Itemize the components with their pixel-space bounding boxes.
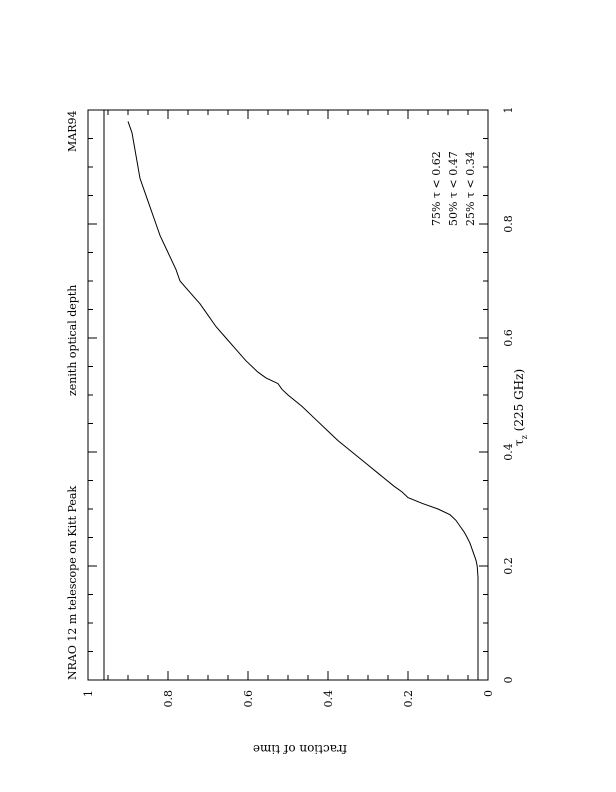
annotations: 75% τ < 0.62 50% τ < 0.47 25% τ < 0.34 [430,151,477,226]
y-tick-label: 1 [82,690,95,697]
y-tick-label: 0.6 [242,690,255,708]
x-tick-label: 0.8 [502,215,515,233]
y-tick-label: 0.4 [322,690,335,708]
axis-ticks [87,109,489,681]
annotation-text: 50% τ < 0.47 [447,151,460,226]
y-tick-label: 0.8 [162,690,175,708]
x-axis-label-rest: (225 GHz) [512,369,526,435]
x-tick-label: 0.4 [502,443,515,461]
y-tick-labels: 0 0.2 0.4 0.6 0.8 1 [82,690,495,708]
x-tick-label: 0 [502,677,515,684]
annotation-text: 25% τ < 0.34 [464,151,477,226]
series-line [127,121,479,680]
y-tick-label: 0 [482,690,495,697]
x-axis-label: τz (225 GHz) [512,369,529,446]
x-tick-label: 0.2 [502,557,515,575]
y-axis-label: fraction of time [253,742,347,756]
x-axis-label-symbol: τ [512,439,526,446]
title-left: NRAO 12 m telescope on Kitt Peak [66,486,79,680]
y-tick-label: 0.2 [402,690,415,708]
x-tick-labels: 0 0.2 0.4 0.6 0.8 1 [502,107,515,684]
title-right: MAR94 [66,111,79,153]
title-center: zenith optical depth [66,285,79,396]
annotation-text: 75% τ < 0.62 [430,151,443,226]
x-tick-label: 1 [502,107,515,114]
x-tick-label: 0.6 [502,329,515,347]
x-axis-label-subscript: z [520,435,529,439]
